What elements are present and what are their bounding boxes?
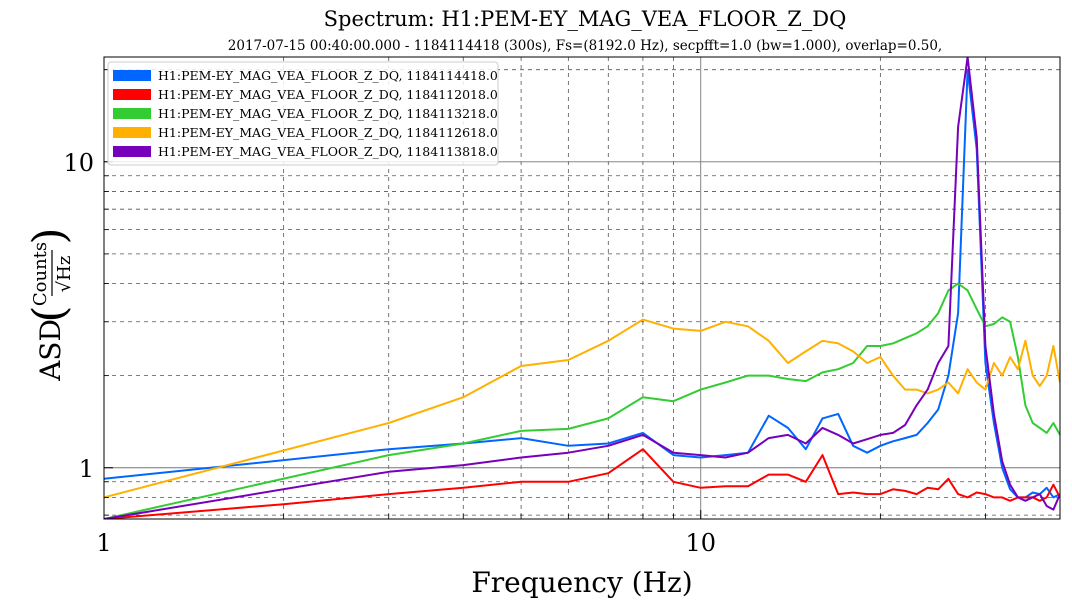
y-tick-label: 1 [79,455,94,483]
legend-swatch [113,146,151,157]
legend-swatch [113,89,151,100]
legend-label: H1:PEM-EY_MAG_VEA_FLOOR_Z_DQ, 1184112018… [158,87,498,102]
legend-label: H1:PEM-EY_MAG_VEA_FLOOR_Z_DQ, 1184113218… [158,106,498,121]
y-axis-label-num: Counts [30,242,51,306]
y-paren-right: ) [24,227,75,244]
axis-ticks: 1 10 1 10 [63,69,986,557]
series-line-3 [104,282,1060,519]
y-tick-label: 10 [63,149,94,177]
chart-title: Spectrum: H1:PEM-EY_MAG_VEA_FLOOR_Z_DQ [324,7,847,31]
x-tick-label: 10 [685,529,716,557]
legend-swatch [113,127,151,138]
x-axis-label: Frequency (Hz) [471,566,692,599]
y-axis-label-prefix: ASD [34,319,67,382]
legend-swatch [113,70,151,81]
plot-frame [103,56,1061,520]
series-line-2 [104,448,1060,519]
legend-swatch [113,108,151,119]
legend-label: H1:PEM-EY_MAG_VEA_FLOOR_Z_DQ, 1184113818… [158,144,498,159]
grid [103,57,1060,519]
legend-label: H1:PEM-EY_MAG_VEA_FLOOR_Z_DQ, 1184112618… [158,125,498,140]
y-axis-label-den: √Hz [54,256,75,293]
chart-subtitle: 2017-07-15 00:40:00.000 - 1184114418 (30… [228,38,942,54]
legend: H1:PEM-EY_MAG_VEA_FLOOR_Z_DQ, 1184114418… [107,61,499,166]
x-tick-label: 1 [96,529,111,557]
plot-area [104,57,1060,519]
y-axis-label: ASD ( Counts √Hz ) [24,227,75,382]
series-line-5 [104,57,1060,519]
legend-box [107,61,499,166]
y-paren-left: ( [24,305,75,322]
legend-label: H1:PEM-EY_MAG_VEA_FLOOR_Z_DQ, 1184114418… [158,68,498,83]
series-line-4 [104,318,1060,499]
